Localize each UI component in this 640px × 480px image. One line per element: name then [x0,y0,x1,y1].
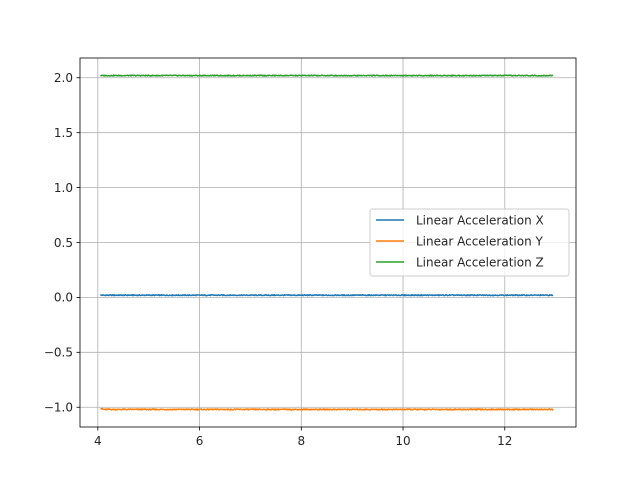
x-tick-label: 8 [297,434,305,448]
y-tick-label: 2.0 [54,71,73,85]
y-tick-label: 1.5 [54,126,73,140]
y-tick-label: −1.0 [44,401,73,415]
y-tick-label: 0.5 [54,236,73,250]
legend: Linear Acceleration X Linear Acceleration… [369,208,570,277]
series-line-2 [100,407,554,411]
y-tick-label: −0.5 [44,346,73,360]
y-tick-label: 1.0 [54,181,73,195]
legend-label: Linear Acceleration Y [416,234,543,248]
series-lines [99,74,554,411]
x-tick-label: 12 [497,434,512,448]
legend-label: Linear Acceleration X [416,213,544,227]
axis-ticks: 4 6 8 10 12 −1.0 −0.5 0.0 0.5 1.0 1.5 2.0 [44,71,513,448]
legend-box [369,208,570,277]
x-tick-label: 10 [395,434,410,448]
legend-label: Linear Acceleration Z [416,255,544,269]
x-tick-label: 6 [196,434,204,448]
series-line-1 [99,294,554,297]
x-tick-label: 4 [94,434,102,448]
series-line-3 [100,74,554,77]
y-tick-label: 0.0 [54,291,73,305]
